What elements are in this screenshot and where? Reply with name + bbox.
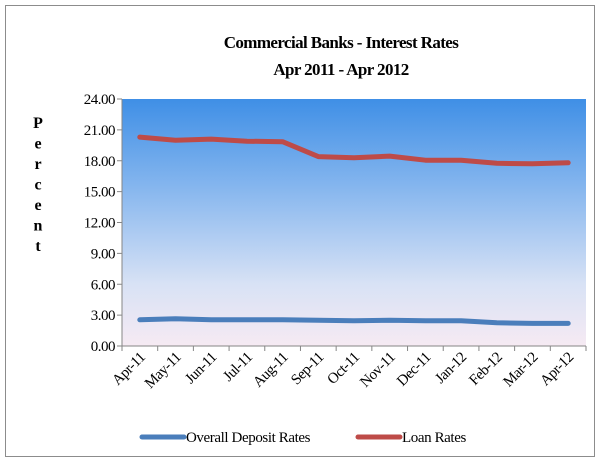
x-tick-label: Mar-12 xyxy=(500,350,541,391)
y-axis-label-letter: c xyxy=(34,177,41,194)
plot-area xyxy=(122,99,586,346)
y-axis-label-letter: n xyxy=(34,218,43,235)
y-axis-label-letter: t xyxy=(35,238,41,255)
y-axis-ticks: 0.00 3.00 6.00 9.00 12.00 15.00 18.00 21.00 24.0… xyxy=(84,92,122,355)
x-tick-label: Oct-11 xyxy=(325,350,363,388)
y-tick-label: 0.00 xyxy=(91,339,115,355)
x-tick-label: Dec-11 xyxy=(394,350,434,390)
y-tick-label: 3.00 xyxy=(91,308,115,324)
x-tick-label: Feb-12 xyxy=(466,350,505,389)
x-tick-label: Apr-12 xyxy=(537,350,577,390)
y-tick-label: 18.00 xyxy=(84,154,115,170)
y-tick-label: 21.00 xyxy=(84,123,115,139)
x-tick-label: Jun-11 xyxy=(182,350,220,388)
legend-label-deposit: Overall Deposit Rates xyxy=(186,430,311,446)
x-tick-label: Jan-12 xyxy=(432,350,469,387)
y-tick-label: 15.00 xyxy=(84,185,115,201)
y-tick-label: 12.00 xyxy=(84,216,115,232)
x-tick-label: Aug-11 xyxy=(250,350,291,391)
series-group xyxy=(137,134,571,326)
y-tick-label: 9.00 xyxy=(91,246,115,262)
chart-title: Commercial Banks - Interest Rates xyxy=(224,33,460,52)
x-tick-label: Nov-11 xyxy=(357,350,398,391)
y-axis-label-letter: r xyxy=(34,156,41,173)
y-axis-label-letter: P xyxy=(33,115,43,132)
legend-label-loan: Loan Rates xyxy=(402,430,466,446)
chart-subtitle: Apr 2011 - Apr 2012 xyxy=(273,60,408,79)
x-tick-label: May-11 xyxy=(142,350,184,392)
x-tick-label: Sep-11 xyxy=(288,350,327,389)
y-tick-label: 6.00 xyxy=(91,277,115,293)
x-tick-label: Apr-11 xyxy=(109,350,148,389)
y-axis-label-letter: e xyxy=(34,197,41,214)
y-axis-label-letter: e xyxy=(34,136,41,153)
y-tick-label: 24.00 xyxy=(84,92,115,108)
legend: Overall Deposit Rates Loan Rates xyxy=(139,430,467,446)
